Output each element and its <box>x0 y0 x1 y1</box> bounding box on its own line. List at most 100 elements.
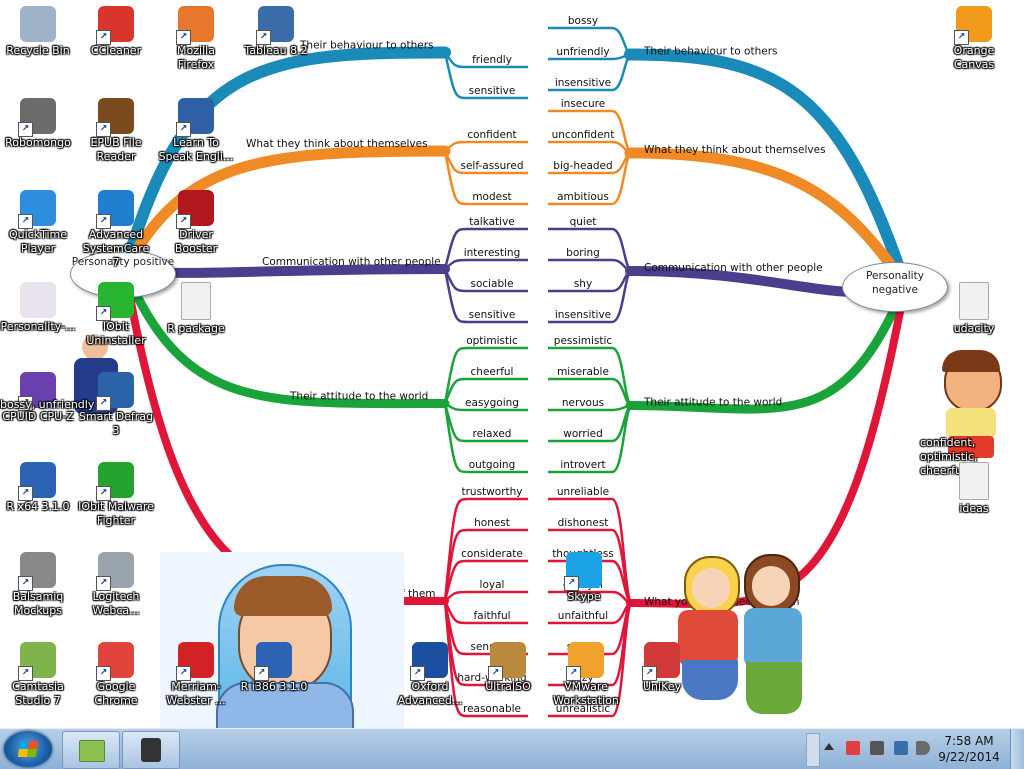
mindmap-positive-trait: modest <box>472 191 511 203</box>
shortcut-arrow-icon: ↗ <box>256 30 271 45</box>
mindmap-leaf-line <box>444 140 528 152</box>
tray-scroll-up-icon[interactable] <box>806 733 820 767</box>
desktop-icon-oxford[interactable]: ↗ Oxford Advanced... <box>392 642 468 708</box>
orange-canvas-icon: ↗ <box>954 6 992 45</box>
driver-booster-icon: ↗ <box>176 190 214 229</box>
mindmap-branch-title-right: Their attitude to the world <box>643 397 782 409</box>
shortcut-arrow-icon: ↗ <box>18 122 33 137</box>
mindmap-positive-trait: sensitive <box>469 85 516 97</box>
mindmap-negative-trait: ambitious <box>557 191 609 203</box>
desktop-icon-smart-defrag[interactable]: ↗ Smart Defrag 3 <box>78 372 154 438</box>
desktop-icon-tableau[interactable]: ↗ Tableau 8.2 <box>238 6 314 58</box>
mindmap-leaf-line <box>444 590 528 602</box>
shortcut-arrow-icon: ↗ <box>176 666 191 681</box>
mindmap-leaf-line <box>443 346 528 404</box>
mindmap-negative-trait: bossy <box>568 15 598 27</box>
power-icon[interactable] <box>870 741 884 755</box>
desktop-icon-learn-to-speak[interactable]: ↗ Learn To Speak Engli... <box>158 98 234 164</box>
desktop-icon-unikey[interactable]: ↗ UniKey <box>624 642 700 694</box>
desktop-icon-label: UltraISO <box>485 680 531 693</box>
desktop-icon-cpuid[interactable]: ↗ CPUID CPU-Z <box>0 372 76 424</box>
desktop-icon-udacity[interactable]: udacity <box>936 282 1012 336</box>
action-center-icon[interactable] <box>846 741 860 755</box>
learn-to-speak-icon: ↗ <box>176 98 214 137</box>
mindmap-leaf-line <box>443 559 528 602</box>
mindmap-leaf-line <box>548 404 634 474</box>
clock-time[interactable]: 7:58 AM <box>944 734 994 748</box>
start-button[interactable] <box>4 731 52 767</box>
show-hidden-icons-icon[interactable] <box>824 743 834 750</box>
desktop-icon-merriam[interactable]: ↗ Merriam-Webster ... <box>158 642 234 708</box>
desktop-icon-driver-booster[interactable]: ↗ Driver Booster <box>158 190 234 256</box>
show-desktop-button[interactable] <box>1010 729 1024 769</box>
desktop-icon-ccleaner[interactable]: ↗ CCleaner <box>78 6 154 58</box>
shortcut-arrow-icon: ↗ <box>488 666 503 681</box>
desktop-icon-label: R package <box>167 322 225 335</box>
mindmap-leaf-line <box>443 600 528 718</box>
mindmap-leaf-line <box>443 268 528 324</box>
desktop-icon-label: Smart Defrag 3 <box>78 410 154 437</box>
desktop-icon-balsamiq[interactable]: ↗ Balsamiq Mockups <box>0 552 76 618</box>
desktop-icon-vmware[interactable]: ↗ VMware Workstation <box>548 642 624 708</box>
desktop-icon-ultraiso[interactable]: ↗ UltraISO <box>470 642 546 694</box>
desktop-icon-personality-file[interactable]: Personality-... <box>0 282 76 334</box>
shortcut-arrow-icon: ↗ <box>18 576 33 591</box>
desktop-icon-recycle-bin[interactable]: Recycle Bin <box>0 6 76 58</box>
firefox-icon: ↗ <box>176 6 214 45</box>
desktop-icon-logitech[interactable]: ↗ Logitech Webca... <box>78 552 154 618</box>
desktop-icon-iobit-malware[interactable]: ↗ IObit Malware Fighter <box>78 462 154 528</box>
desktop-icon-label: IObit Malware Fighter <box>78 500 154 527</box>
epub-reader-icon: ↗ <box>96 98 134 137</box>
desktop-icon-advanced-systemcare[interactable]: ↗ Advanced SystemCare 7 <box>78 190 154 270</box>
tableau-icon: ↗ <box>256 6 294 45</box>
desktop-icon-camtasia[interactable]: ↗ Camtasia Studio 7 <box>0 642 76 708</box>
desktop-icon-firefox[interactable]: ↗ Mozilla Firefox <box>158 6 234 72</box>
mindmap-leaf-line <box>443 150 528 175</box>
desktop-icon-label: Logitech Webca... <box>92 590 140 617</box>
desktop-icon-label: VMware Workstation <box>553 680 619 707</box>
taskbar-camtasia-button[interactable] <box>62 731 120 769</box>
mindmap-branch-title-left: Their behaviour to others <box>299 40 434 52</box>
shortcut-arrow-icon: ↗ <box>642 666 657 681</box>
desktop-icon-epub-reader[interactable]: ↗ EPUB File Reader <box>78 98 154 164</box>
volume-icon[interactable] <box>916 741 930 755</box>
network-icon[interactable] <box>894 741 908 755</box>
clock-date[interactable]: 9/22/2014 <box>938 750 1000 764</box>
mindmap-positive-trait: faithful <box>473 610 510 622</box>
desktop-icon-bossy-unfriendly[interactable]: bossy, unfriendly <box>0 398 130 412</box>
shortcut-arrow-icon: ↗ <box>254 666 269 681</box>
quicktime-icon: ↗ <box>18 190 56 229</box>
desktop-icon-label: Skype <box>567 590 601 603</box>
mindmap-negative-trait: pessimistic <box>554 335 613 347</box>
shortcut-arrow-icon: ↗ <box>176 122 191 137</box>
mindmap-positive-trait: sociable <box>470 278 513 290</box>
smart-defrag-icon: ↗ <box>96 372 134 411</box>
taskbar-camera-button[interactable] <box>122 731 180 769</box>
desktop-icon-r-x64[interactable]: ↗ R x64 3.1.0 <box>0 462 76 514</box>
desktop-icon-chrome[interactable]: ↗ Google Chrome <box>78 642 154 708</box>
mindmap-positive-trait: self-assured <box>461 160 524 172</box>
r-x64-icon: ↗ <box>18 462 56 501</box>
taskbar: 7:58 AM 9/22/2014 <box>0 728 1024 769</box>
mindmap-right-branch-line <box>624 48 911 291</box>
camera-icon <box>141 738 161 762</box>
mindmap-branch-title-right: Communication with other people <box>644 262 823 274</box>
desktop-icon-skype[interactable]: ↗ Skype <box>546 552 622 604</box>
desktop-icon-iobit-uninstaller[interactable]: ↗ IObit Uninstaller <box>78 282 154 348</box>
mindmap-positive-trait: honest <box>474 517 510 529</box>
desktop-icon-label: Balsamiq Mockups <box>12 590 64 617</box>
desktop-icon-r-i386[interactable]: ↗ R i386 3.1.0 <box>236 642 312 694</box>
desktop-icon-quicktime[interactable]: ↗ QuickTime Player <box>0 190 76 256</box>
mindmap-negative-trait: unrealistic <box>556 703 611 715</box>
desktop-icon-label: QuickTime Player <box>8 228 68 255</box>
desktop-icon-ideas[interactable]: ideas <box>936 462 1012 516</box>
desktop-icon-confident-file[interactable]: confident, optimistic, cheerful <box>920 436 1020 478</box>
desktop-icon-label: Orange Canvas <box>953 44 995 71</box>
desktop-icon-label: ideas <box>959 502 989 515</box>
mindmap-right-branch-line <box>624 147 911 291</box>
desktop-icon-orange-canvas[interactable]: ↗ Orange Canvas <box>936 6 1012 72</box>
mindmap-leaf-line <box>443 51 528 69</box>
desktop-icon-r-package[interactable]: R package <box>158 282 234 336</box>
desktop-icon-robomongo[interactable]: ↗ Robomongo <box>0 98 76 150</box>
mindmap-negative-trait: nervous <box>562 397 604 409</box>
